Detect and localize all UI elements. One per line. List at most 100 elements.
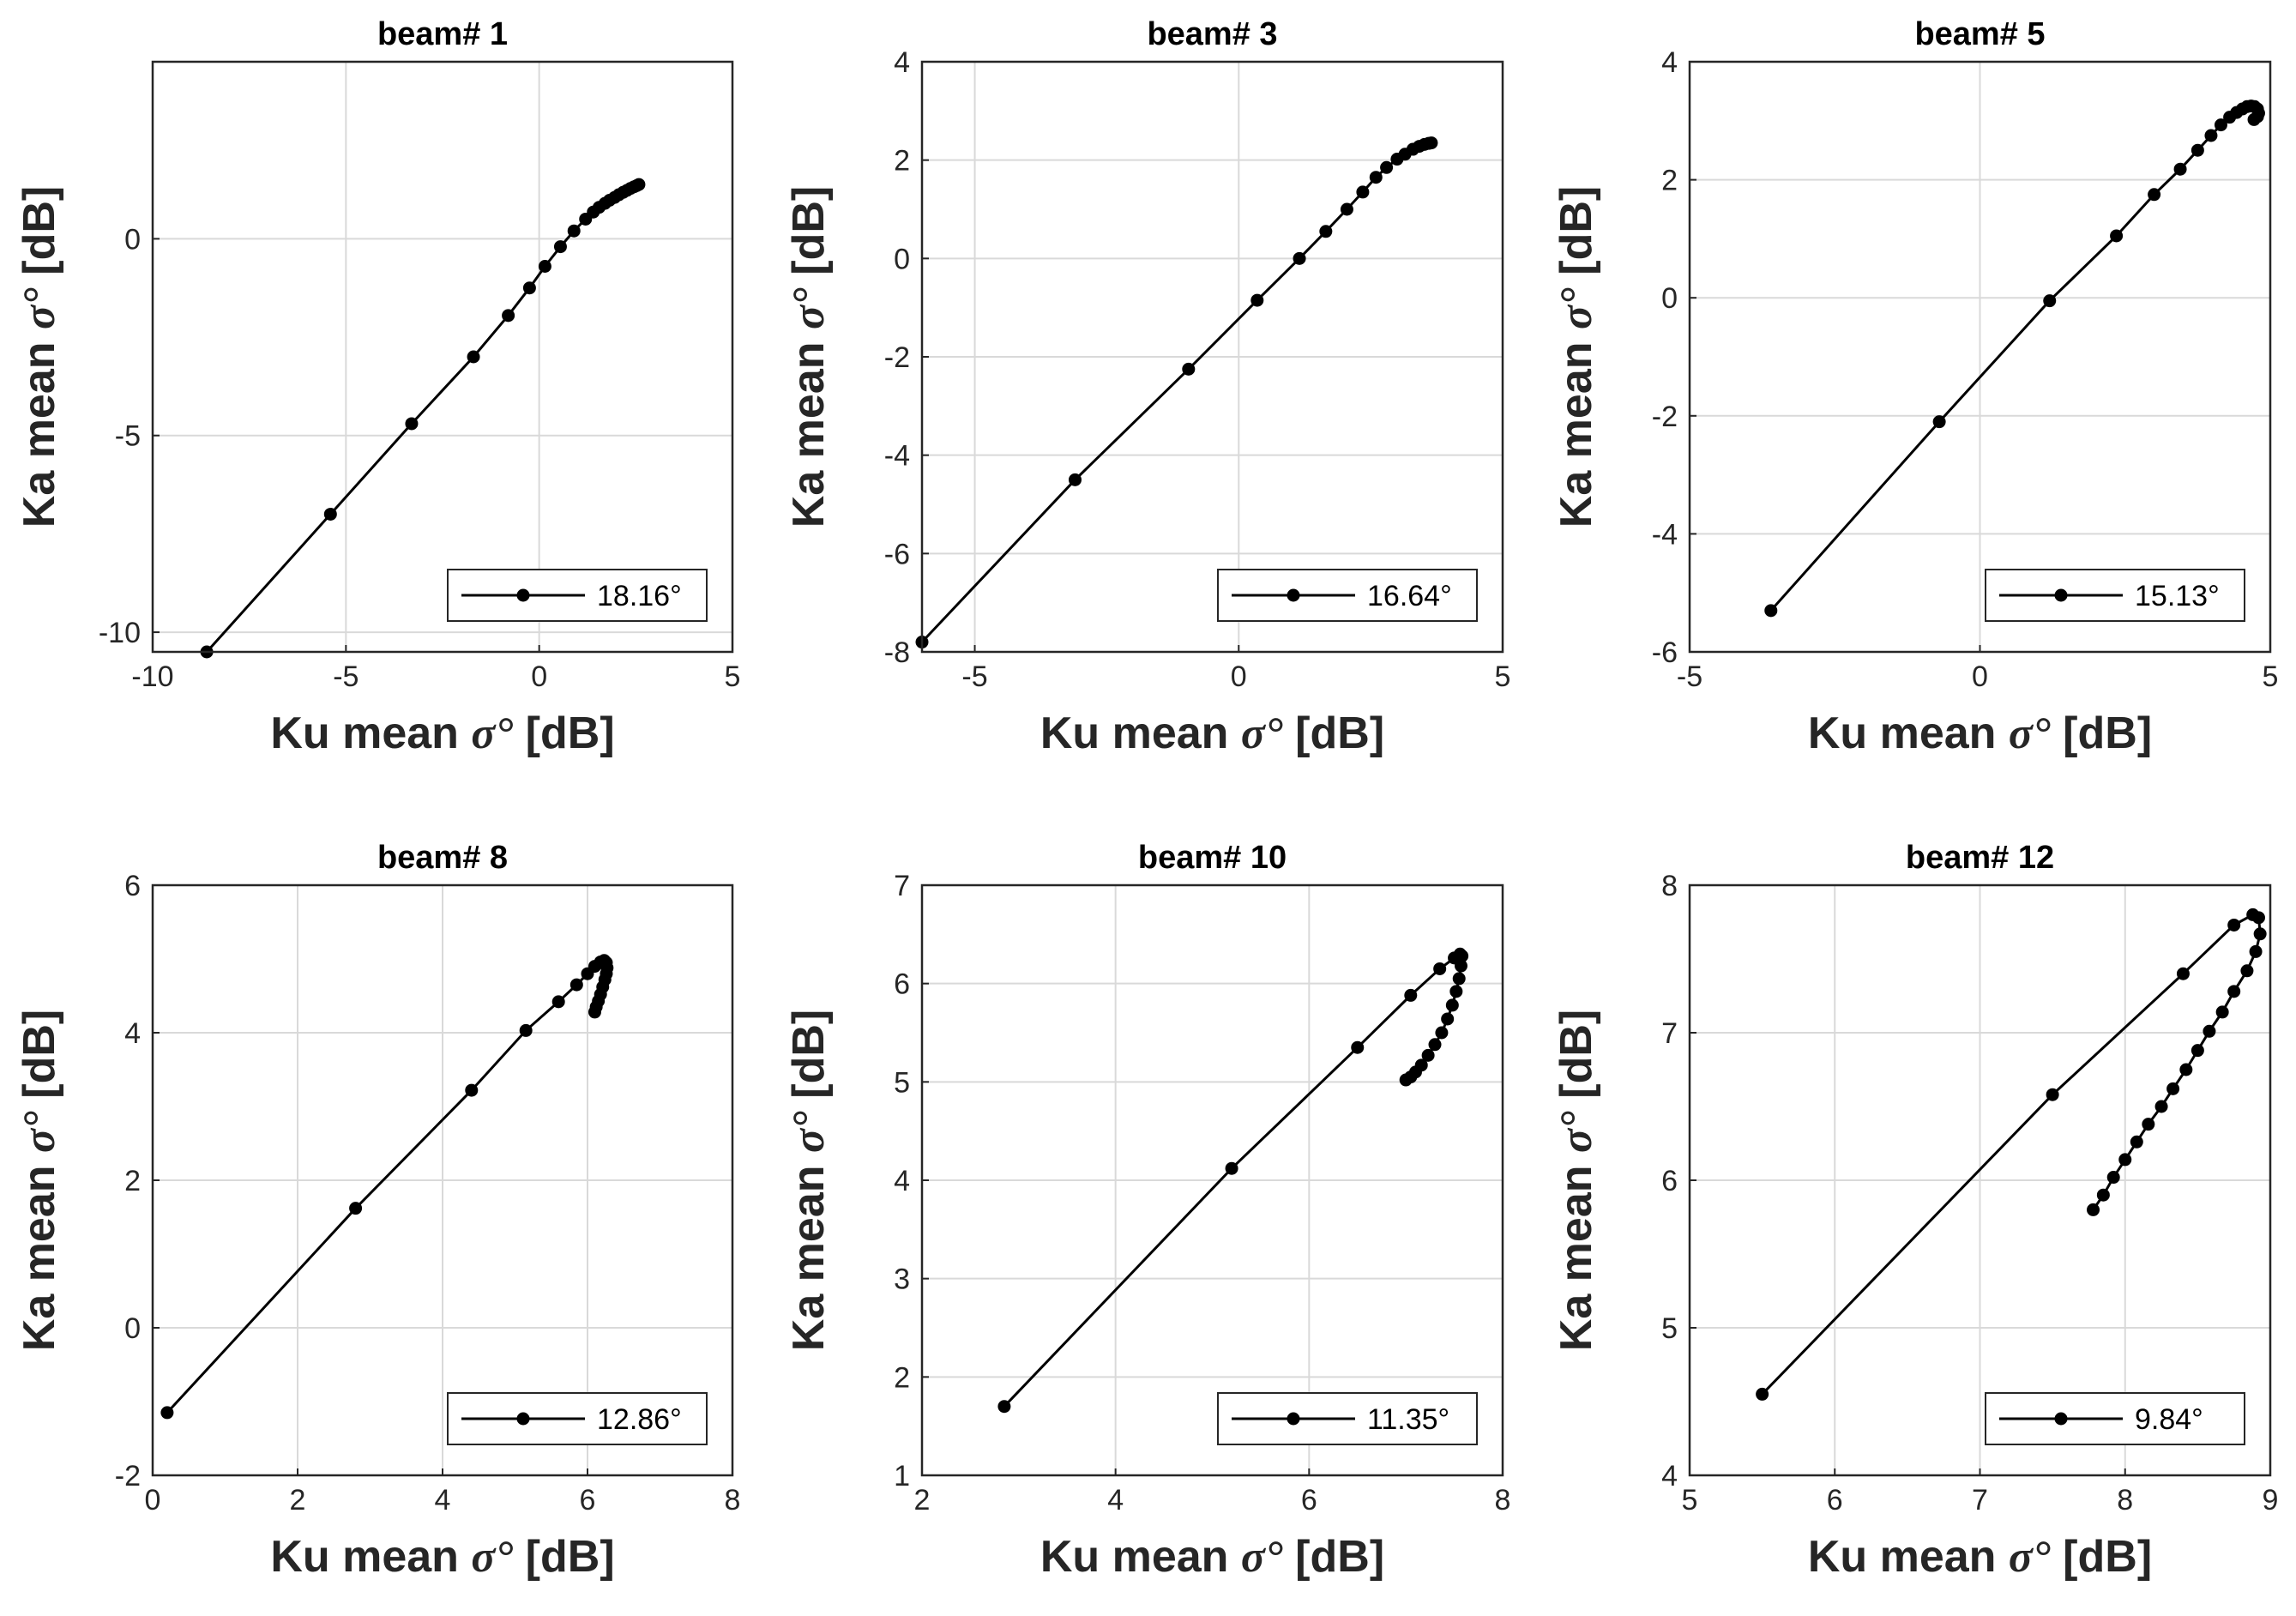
legend-label: 11.35° [1367, 1403, 1449, 1436]
data-point [2179, 1063, 2193, 1076]
y-tick-label: 0 [124, 223, 141, 256]
legend-label: 9.84° [2135, 1403, 2203, 1436]
x-tick-label: 0 [531, 660, 547, 693]
data-point [1433, 962, 1447, 975]
data-point [2130, 1135, 2143, 1149]
data-point [2087, 1203, 2100, 1216]
legend-label: 18.16° [597, 580, 682, 612]
data-point [1449, 985, 1463, 998]
y-tick-label: -8 [884, 636, 910, 669]
data-point [1182, 362, 1196, 376]
x-tick-label: 5 [1495, 660, 1511, 693]
y-tick-label: 0 [124, 1312, 141, 1345]
y-tick-label: -6 [1652, 636, 1678, 669]
legend: 18.16° [447, 569, 708, 622]
x-tick-label: 5 [2263, 660, 2279, 693]
data-point [2043, 294, 2057, 308]
subplot-2: -5 0 5 -8 -6 -4 -2 0 2 4 beam# 3 Ku mean σ° [dB] Ka … [784, 16, 1510, 758]
y-axis-label: Ka mean σ° [dB] [1552, 1010, 1601, 1351]
legend: 15.13° [1985, 569, 2245, 622]
data-point [1319, 225, 1333, 238]
data-point [2046, 1088, 2059, 1101]
grid [1690, 62, 2270, 652]
chart-title: beam# 8 [377, 840, 508, 876]
data-point [2227, 918, 2241, 932]
y-axis-label: Ka mean σ° [dB] [15, 1010, 64, 1351]
x-tick-label: 5 [725, 660, 741, 693]
y-tick-label: -2 [115, 1460, 141, 1492]
x-axis-label: Ku mean σ° [dB] [1808, 709, 2152, 758]
data-point [519, 1023, 533, 1037]
data-point [2240, 964, 2254, 978]
y-tick-label: 6 [894, 968, 910, 1001]
chart-title: beam# 10 [1138, 840, 1287, 876]
legend: 9.84° [1985, 1392, 2245, 1445]
y-tick-label: 1 [894, 1460, 910, 1492]
x-tick-label: 0 [1231, 660, 1247, 693]
data-point [502, 309, 515, 323]
y-tick-label: 7 [1661, 1017, 1678, 1050]
chart-title: beam# 1 [377, 16, 508, 52]
data-point [522, 281, 536, 295]
grid [153, 62, 732, 652]
y-tick-label: -6 [884, 538, 910, 570]
data-point [1380, 160, 1394, 174]
data-point [1293, 251, 1306, 265]
x-axis-label: Ku mean σ° [dB] [1040, 1532, 1384, 1582]
data-point [2096, 1188, 2110, 1202]
y-tick-label: 4 [1661, 1460, 1678, 1492]
y-axis-label: Ka mean σ° [dB] [784, 1010, 834, 1351]
data-point [2118, 1153, 2132, 1167]
chart-title: beam# 12 [1906, 840, 2054, 876]
x-tick-label: 8 [2117, 1484, 2133, 1517]
legend-marker [2054, 588, 2068, 602]
data-point [2106, 1171, 2120, 1185]
y-tick-label: 4 [894, 46, 910, 79]
y-tick-label: -2 [1652, 401, 1678, 433]
data-point [1421, 1048, 1435, 1062]
data-point [2173, 162, 2187, 176]
y-axis-label: Ka mean σ° [dB] [1552, 186, 1601, 528]
data-point [2110, 229, 2124, 243]
data-point [1435, 1026, 1449, 1040]
markers [1756, 907, 2267, 1401]
legend-label: 16.64° [1367, 580, 1452, 612]
data-point [2148, 188, 2161, 202]
data-point [405, 417, 419, 431]
x-tick-label: 8 [725, 1484, 741, 1517]
data-point [1340, 202, 1353, 216]
data-point [1428, 1038, 1442, 1052]
data-point [588, 1005, 601, 1019]
grid [153, 885, 732, 1475]
data-point [569, 978, 583, 992]
x-tick-label: 0 [145, 1484, 161, 1517]
series-line [1761, 913, 2262, 1396]
x-axis-label: Ku mean σ° [dB] [270, 709, 614, 758]
y-tick-label: 6 [1661, 1165, 1678, 1197]
markers [915, 136, 1438, 649]
x-tick-label: 6 [580, 1484, 596, 1517]
data-point [538, 260, 551, 274]
x-tick-label: 4 [1107, 1484, 1124, 1517]
grid [1690, 885, 2270, 1475]
data-point [323, 507, 337, 521]
data-point [2204, 129, 2218, 142]
y-tick-label: 5 [1661, 1312, 1678, 1345]
x-tick-label: 9 [2263, 1484, 2279, 1517]
legend-marker [2054, 1412, 2068, 1426]
data-point [1441, 1012, 1455, 1026]
data-point [1425, 136, 1438, 150]
data-point [1250, 293, 1264, 307]
x-tick-label: -10 [131, 660, 173, 693]
grid [922, 62, 1503, 652]
legend-marker [1287, 1412, 1300, 1426]
y-tick-label: 2 [894, 145, 910, 178]
data-point [1404, 988, 1418, 1002]
y-tick-label: 7 [894, 870, 910, 902]
y-tick-label: 2 [124, 1165, 141, 1197]
data-point [467, 350, 480, 364]
legend: 11.35° [1217, 1392, 1478, 1445]
data-point [2214, 118, 2227, 132]
data-point [160, 1406, 174, 1420]
